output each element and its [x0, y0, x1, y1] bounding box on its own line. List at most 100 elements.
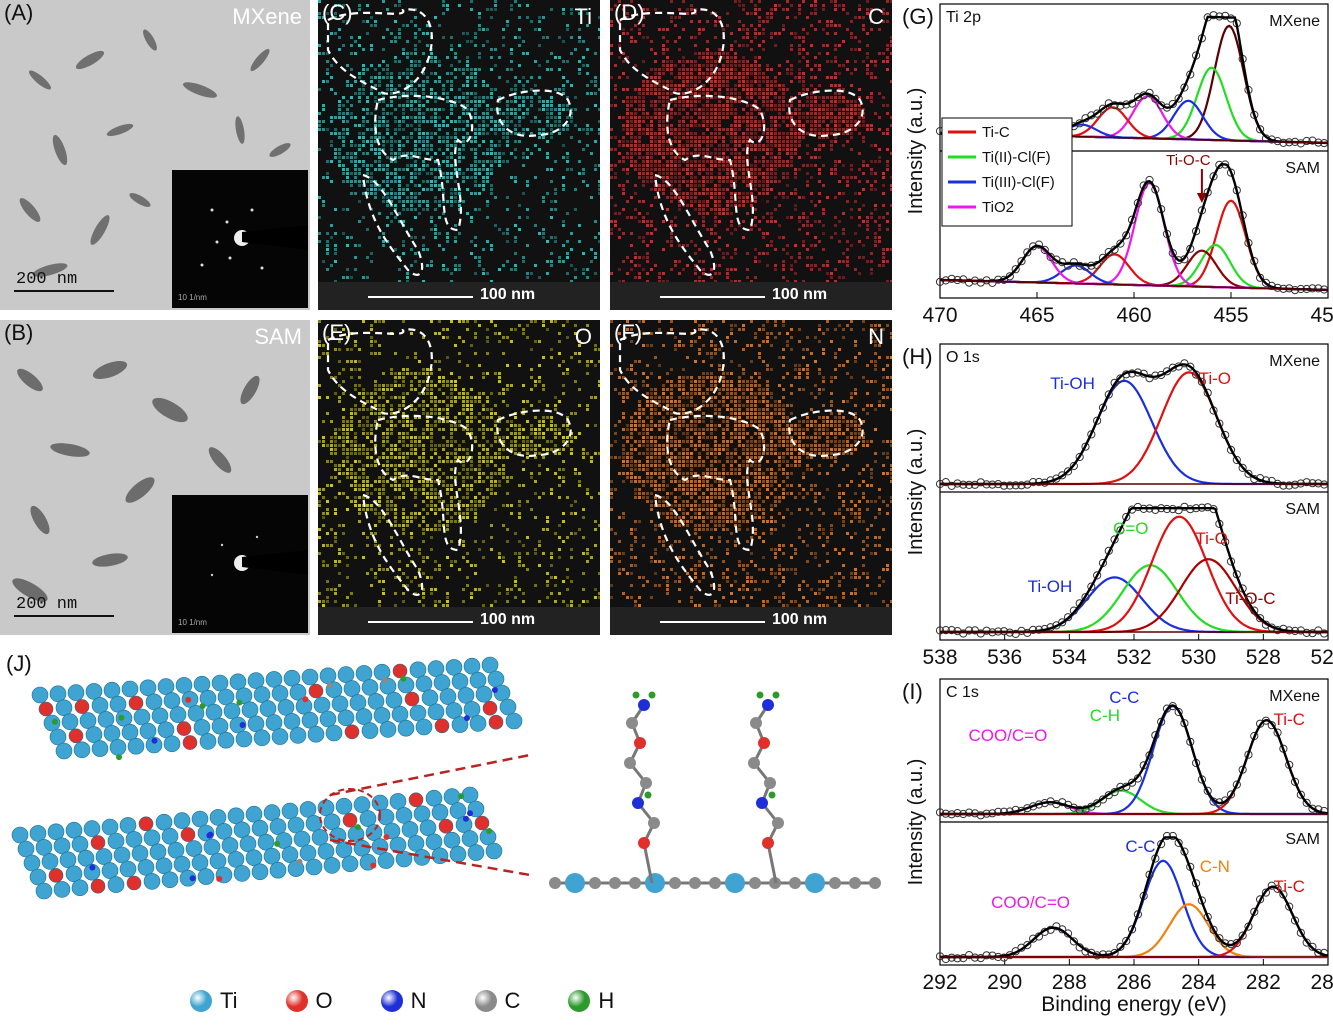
o1s-plot: 538536534532530528526Intensity (a.u.)O 1… [900, 340, 1333, 685]
peak-label: Ti-OH [1050, 374, 1095, 393]
legend-atom-c: C [475, 988, 521, 1014]
subplot-name-sam: SAM [1285, 501, 1320, 518]
legend-atom-ti: Ti [190, 988, 238, 1014]
x-tick-label: 282 [1246, 971, 1281, 994]
xps-o1s-chart: 538536534532530528526Intensity (a.u.)O 1… [900, 340, 1333, 685]
diffraction-pattern [172, 495, 308, 633]
atom-symbol: C [505, 988, 521, 1014]
legend-atom-o: O [286, 988, 333, 1014]
legend-atom-n: N [381, 988, 427, 1014]
subplot-name-mxene: MXene [1269, 688, 1320, 705]
atom-symbol: Ti [220, 988, 238, 1014]
saed-inset-mxene: 10 1/nm [172, 170, 308, 308]
peak-label: Ti-O [1199, 369, 1231, 388]
xps-ti2p-chart: 470465460455450Intensity (a.u.)Ti 2pMXen… [900, 0, 1333, 345]
atom-symbol: O [316, 988, 333, 1014]
x-tick-label: 460 [1116, 304, 1151, 327]
inset-scale-label: 10 1/nm [178, 618, 207, 627]
scale-text-a: 200 nm [16, 270, 77, 289]
x-tick-label: 465 [1019, 304, 1054, 327]
region-outline [318, 320, 600, 635]
saed-inset-sam: 10 1/nm [172, 495, 308, 633]
region-outline [610, 320, 892, 635]
panel-label-b: (B) [4, 320, 33, 346]
y-axis-label: Intensity (a.u.) [905, 429, 927, 556]
scale-line-f [660, 621, 765, 623]
peak-label: C-C [1125, 837, 1155, 856]
x-tick-label: 470 [922, 304, 957, 327]
x-tick-label: 532 [1116, 646, 1151, 669]
scale-bar-a [14, 290, 114, 292]
x-axis-label: Binding energy (eV) [1041, 993, 1227, 1016]
mxene-layers-model [0, 645, 900, 975]
eds-map-ti: (C) Ti 100 nm [318, 0, 600, 310]
scale-text-d: 100 nm [772, 286, 827, 304]
inset-scale-label: 10 1/nm [178, 293, 207, 302]
subplot-name-sam: SAM [1285, 160, 1320, 177]
scale-text-e: 100 nm [480, 611, 535, 629]
molecule-model [549, 692, 881, 894]
atom-symbol: N [411, 988, 427, 1014]
peak-label: C=O [1113, 519, 1148, 538]
spectrum-title: C 1s [946, 684, 979, 701]
chart-legend: Ti-CTi(II)-Cl(F)Ti(III)-Cl(F)TiO2 [942, 118, 1072, 226]
x-tick-label: 534 [1052, 646, 1087, 669]
panel-label-a: (A) [4, 0, 33, 26]
mxene-layer [32, 657, 522, 760]
panel-name-mxene: MXene [232, 4, 302, 30]
x-tick-label: 290 [987, 971, 1022, 994]
scale-text-b: 200 nm [16, 595, 77, 614]
atom-sphere-icon [190, 990, 212, 1012]
peak-label: Ti-C [1273, 710, 1304, 729]
peak-label: Ti-OH [1028, 577, 1073, 596]
panel-label: (G) [902, 4, 934, 29]
eds-map-o: (E) O 100 nm [318, 320, 600, 635]
subplot-name-mxene: MXene [1269, 353, 1320, 370]
subplot-name-mxene: MXene [1269, 13, 1320, 30]
peak-label: Ti-O-C [1225, 589, 1275, 608]
spectrum-title: O 1s [946, 349, 980, 366]
panel-name-sam: SAM [254, 324, 302, 350]
x-tick-label: 526 [1310, 646, 1333, 669]
y-axis-label: Intensity (a.u.) [905, 88, 927, 215]
x-tick-label: 538 [922, 646, 957, 669]
diffraction-pattern [172, 170, 308, 308]
atom-sphere-icon [475, 990, 497, 1012]
atom-symbol: H [598, 988, 614, 1014]
x-tick-label: 286 [1116, 971, 1151, 994]
scale-line-e [368, 621, 473, 623]
region-outline [318, 0, 600, 310]
tem-image-sam: (B) SAM 10 1/nm 200 nm [0, 320, 310, 635]
peak-label: Ti-O [1195, 529, 1227, 548]
x-tick-label: 284 [1181, 971, 1216, 994]
x-tick-label: 280 [1310, 971, 1333, 994]
ti2p-plot: 470465460455450Intensity (a.u.)Ti 2pMXen… [900, 0, 1333, 345]
xps-c1s-chart: 292 290 288 286 284 282 280 Intensity (a.u.) C 1… [900, 675, 1333, 1029]
scale-bar-b [14, 615, 114, 617]
x-tick-label: 536 [987, 646, 1022, 669]
x-tick-label: 450 [1310, 304, 1333, 327]
peak-label: C-C [1109, 688, 1139, 707]
x-tick-label: 528 [1246, 646, 1281, 669]
peak-label: C-N [1200, 857, 1230, 876]
eds-map-n: (F) N 100 nm [610, 320, 892, 635]
legend-label: Ti(II)-Cl(F) [982, 149, 1051, 166]
atom-sphere-icon [568, 990, 590, 1012]
atom-sphere-icon [286, 990, 308, 1012]
legend-atom-h: H [568, 988, 614, 1014]
panel-label: (I) [902, 679, 923, 704]
atom-sphere-icon [381, 990, 403, 1012]
region-outline [610, 0, 892, 310]
spectrum-title: Ti 2p [946, 9, 981, 26]
legend-label: Ti-C [982, 124, 1010, 141]
annotation-ti-o-c: Ti-O-C [1166, 152, 1211, 169]
x-tick-label: 292 [922, 971, 957, 994]
scale-line-d [660, 296, 765, 298]
scale-text-c: 100 nm [480, 286, 535, 304]
x-tick-label: 288 [1052, 971, 1087, 994]
tem-image-mxene: (A) MXene 10 1/nm 200 nm [0, 0, 310, 310]
peak-label: COO/C=O [991, 893, 1070, 912]
y-axis-label: Intensity (a.u.) [905, 759, 927, 886]
legend-label: TiO2 [982, 199, 1014, 216]
